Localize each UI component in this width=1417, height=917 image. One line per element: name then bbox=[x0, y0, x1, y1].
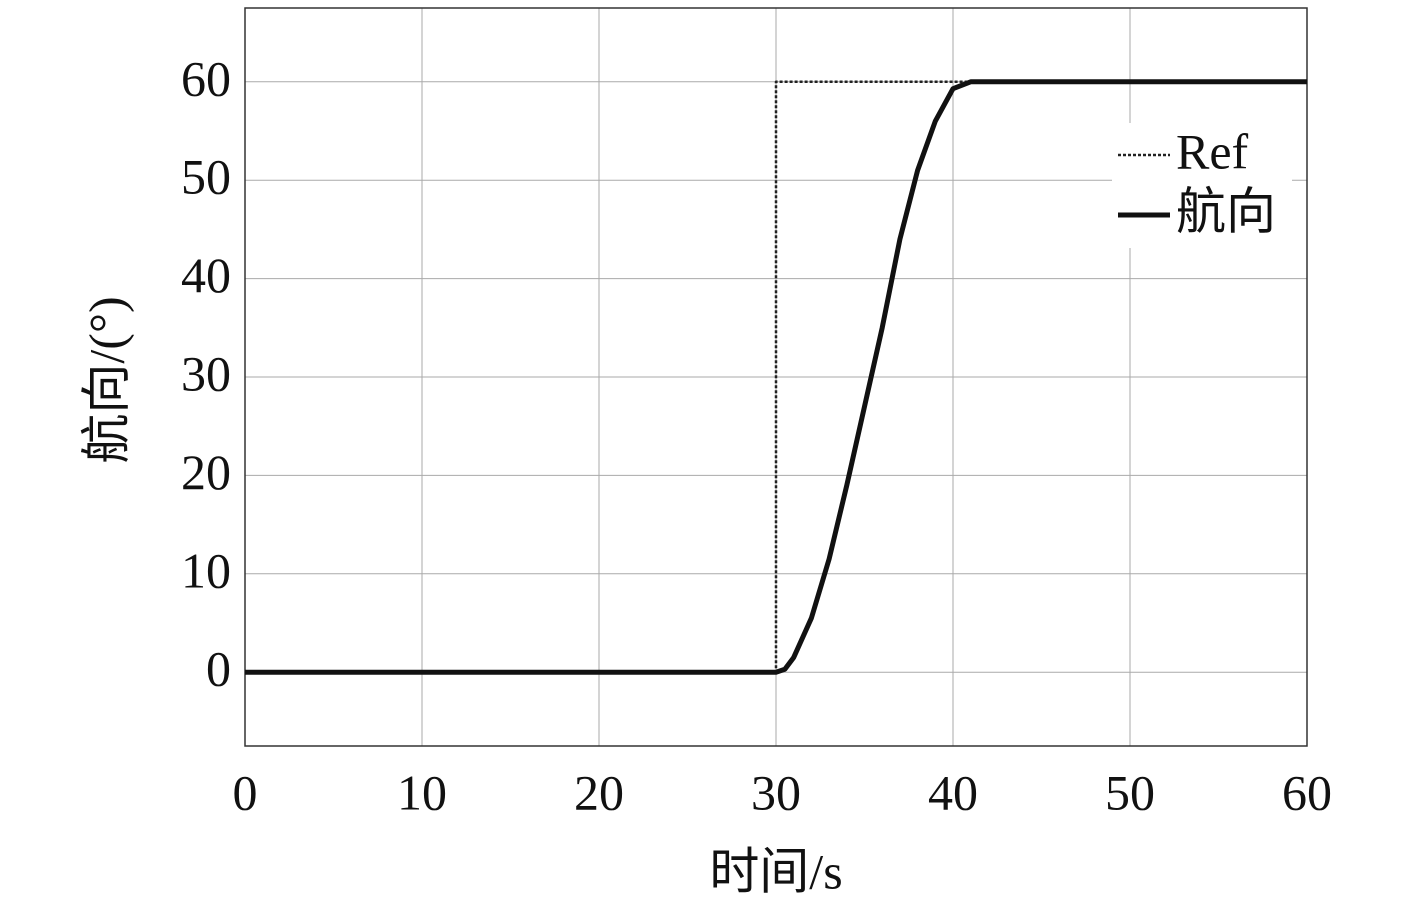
y-tick-label: 60 bbox=[181, 50, 231, 106]
x-tick-label: 50 bbox=[1105, 764, 1155, 820]
x-axis-label: 时间/s bbox=[709, 843, 842, 899]
y-tick-label: 20 bbox=[181, 444, 231, 500]
y-tick-label: 0 bbox=[206, 641, 231, 697]
x-tick-label: 60 bbox=[1282, 764, 1332, 820]
x-tick-label: 30 bbox=[751, 764, 801, 820]
x-tick-label: 40 bbox=[928, 764, 978, 820]
y-tick-label: 40 bbox=[181, 247, 231, 303]
y-axis-label: 航向/(°) bbox=[78, 296, 134, 463]
y-tick-label: 10 bbox=[181, 542, 231, 598]
line-series bbox=[245, 79, 1307, 675]
y-tick-label: 50 bbox=[181, 149, 231, 205]
x-tick-label: 20 bbox=[574, 764, 624, 820]
x-tick-label: 0 bbox=[233, 764, 258, 820]
legend-label: Ref bbox=[1176, 123, 1249, 179]
y-tick-label: 30 bbox=[181, 345, 231, 401]
legend-label: 航向 bbox=[1176, 183, 1276, 239]
plot-frame bbox=[244, 7, 1308, 747]
legend-box bbox=[1112, 123, 1292, 248]
x-tick-label: 10 bbox=[397, 764, 447, 820]
